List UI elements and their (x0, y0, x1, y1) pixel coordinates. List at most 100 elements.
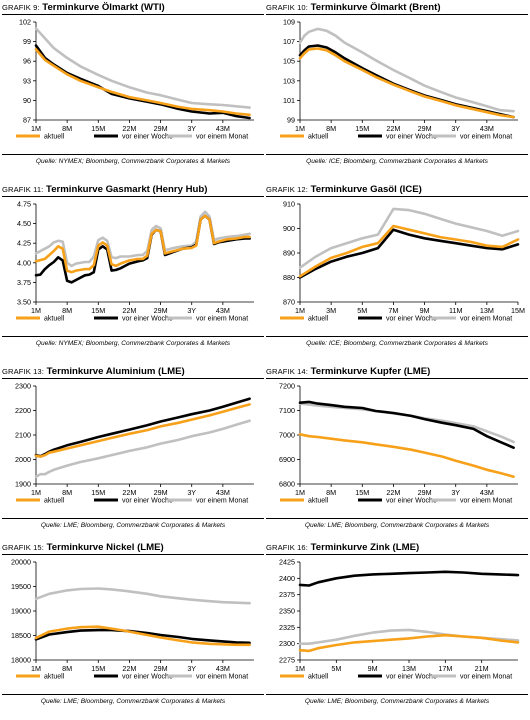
x-tick-label: 21M (475, 664, 489, 673)
line-chart: 3.50 3.75 4.00 4.25 4.50 4.75 1M 8M 15M 22M 29M 3Y 4… (16, 200, 254, 323)
series-line-vor-einer-woche (298, 228, 520, 279)
legend-label: aktuell (308, 674, 329, 681)
chart-panel-henry-hub: Grafik 11: Terminkurve Gasmarkt (Henry H… (2, 182, 264, 360)
x-tick-label: 43M (480, 124, 494, 133)
axes: 99 101 103 105 107 109 1M 8M 15M 22M 29M 3Y 43M (283, 18, 518, 133)
x-tick-label: 3Y (451, 124, 460, 133)
x-tick-label: 13M (402, 664, 416, 673)
x-tick-label: 3Y (187, 488, 196, 497)
line-chart: 18000 18500 19000 19500 20000 1M 8M 15M 22M 29M 3Y… (11, 558, 254, 681)
legend-label: vor einem Monat (196, 674, 248, 681)
legend-label: vor einer Woche (122, 674, 173, 681)
y-tick-label: 101 (283, 96, 295, 105)
chart-panel-kupfer: Grafik 14: Terminkurve Kupfer (LME) 6800… (266, 364, 528, 542)
chart-panel-nickel: Grafik 15: Terminkurve Nickel (LME) 1800… (2, 540, 264, 718)
y-tick-label: 2400 (279, 574, 295, 583)
y-tick-label: 90 (23, 96, 31, 105)
y-tick-label: 1900 (15, 480, 31, 489)
y-tick-label: 7000 (279, 431, 295, 440)
legend: aktuell vor einer Woche vor einem Monat (280, 498, 512, 505)
y-tick-label: 93 (23, 76, 31, 85)
chart-number: Grafik 11: (2, 185, 44, 194)
x-tick-label: 8M (62, 306, 72, 315)
legend-label: aktuell (44, 316, 65, 323)
chart-source: Quelle: NYMEX; Bloomberg, Commerzbank Co… (35, 158, 231, 165)
x-tick-label: 9M (368, 664, 378, 673)
y-tick-label: 2000 (15, 455, 31, 464)
y-tick-label: 105 (283, 57, 295, 66)
x-tick-label: 1M (31, 306, 41, 315)
legend-label: vor einer Woche (122, 316, 173, 323)
x-tick-label: 3M (326, 306, 336, 315)
axes: 2275 2300 2325 2350 2375 2400 2425 1M 5M 9M 13M 17M… (279, 558, 518, 673)
x-tick-label: 43M (216, 306, 230, 315)
x-tick-label: 29M (154, 488, 168, 497)
legend-label: aktuell (44, 134, 65, 141)
legend: aktuell vor einer Woche vor einem Monat (16, 498, 248, 505)
series-line-vor-einer-woche (34, 214, 251, 284)
chart-title: Grafik 10: Terminkurve Ölmarkt (Brent) (266, 2, 441, 13)
chart-panel-zink: Grafik 16: Terminkurve Zink (LME) 2275 23… (266, 540, 528, 718)
chart-title: Grafik 14: Terminkurve Kupfer (LME) (266, 366, 430, 377)
chart-title: Grafik 9: Terminkurve Ölmarkt (WTI) (2, 2, 165, 13)
chart-panel-brent: Grafik 10: Terminkurve Ölmarkt (Brent) 9… (266, 0, 528, 178)
chart-name: Terminkurve Gasmarkt (Henry Hub) (46, 184, 208, 195)
chart-source: Quelle: LME; Bloomberg, Commerzbank Corp… (304, 698, 490, 705)
chart-title: Grafik 16: Terminkurve Zink (LME) (266, 542, 419, 553)
series-group (298, 570, 520, 653)
x-tick-label: 8M (62, 664, 72, 673)
series-line-vor-einer-woche (298, 44, 515, 119)
series-line-aktuell (298, 224, 520, 278)
legend: aktuell vor einer Woche vor einem Monat (16, 316, 248, 323)
series-line-aktuell (298, 633, 520, 653)
x-tick-label: 15M (91, 664, 105, 673)
legend-label: vor einem Monat (460, 316, 512, 323)
chart-name: Terminkurve Nickel (LME) (46, 542, 164, 553)
y-tick-label: 3.50 (17, 298, 31, 307)
x-tick-label: 9M (420, 306, 430, 315)
chart-name: Terminkurve Kupfer (LME) (310, 366, 431, 377)
x-tick-label: 43M (480, 488, 494, 497)
y-tick-label: 18000 (11, 656, 31, 665)
x-tick-label: 8M (62, 124, 72, 133)
x-tick-label: 22M (386, 488, 400, 497)
y-tick-label: 19500 (11, 582, 31, 591)
chart-source: Quelle: ICE; Bloomberg, Commerzbank Corp… (306, 340, 488, 347)
y-tick-label: 2300 (15, 382, 31, 391)
chart-title: Grafik 12: Terminkurve Gasöl (ICE) (266, 184, 422, 195)
x-tick-label: 29M (154, 664, 168, 673)
series-line-vor-einer-woche (298, 400, 515, 449)
chart-number: Grafik 9: (2, 3, 40, 12)
x-tick-label: 1M (31, 664, 41, 673)
chart-name: Terminkurve Gasöl (ICE) (310, 184, 422, 195)
x-tick-label: 8M (62, 488, 72, 497)
y-tick-label: 2350 (279, 607, 295, 616)
chart-source: Quelle: LME; Bloomberg, Commerzbank Corp… (304, 522, 490, 529)
x-tick-label: 29M (418, 488, 432, 497)
x-tick-label: 22M (122, 306, 136, 315)
title-rule (2, 554, 264, 555)
series-group (34, 397, 251, 478)
y-tick-label: 890 (283, 249, 295, 258)
title-rule (2, 378, 264, 379)
bottom-rule (2, 336, 264, 337)
x-tick-label: 3Y (451, 488, 460, 497)
x-tick-label: 15M (511, 306, 525, 315)
x-tick-label: 15M (91, 306, 105, 315)
legend-label: vor einer Woche (386, 674, 437, 681)
series-line-vor-einer-woche (34, 44, 251, 120)
axes: 1900 2000 2100 2200 2300 1M 8M 15M 22M 29M 3Y 43M (15, 382, 254, 497)
title-rule (266, 196, 528, 197)
series-group (298, 207, 520, 279)
y-tick-label: 102 (19, 18, 31, 27)
series-line-vor-einem-monat (298, 402, 515, 444)
chart-number: Grafik 15: (2, 543, 44, 552)
legend-label: vor einem Monat (460, 498, 512, 505)
y-tick-label: 4.00 (17, 258, 31, 267)
series-group (34, 587, 251, 647)
legend-label: vor einer Woche (386, 134, 437, 141)
bottom-rule (266, 694, 528, 695)
x-tick-label: 29M (154, 124, 168, 133)
